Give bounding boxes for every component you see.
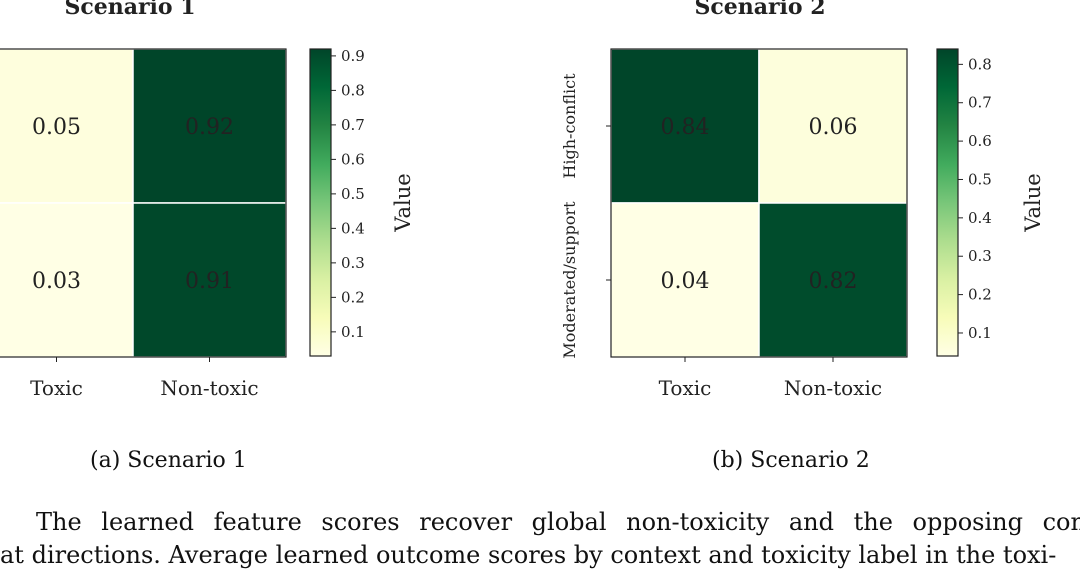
colorbar-1 xyxy=(309,48,332,357)
colorbar-tick-label-1-4: 0.5 xyxy=(341,185,365,203)
heatmap-frame-1 xyxy=(0,48,287,358)
x-tick-label-2-0: Toxic xyxy=(659,376,712,400)
body-text-line-1: The learned feature scores recover globa… xyxy=(36,508,1080,536)
heatmap-cell-2-r1-c1 xyxy=(758,202,908,358)
heatmap-cell-2-r0-c0 xyxy=(610,48,760,204)
y-tick-label-2-0: High-conflict xyxy=(560,73,579,179)
cell-label-2-r1-c1: 0.82 xyxy=(809,269,858,294)
y-tick-label-2-1: Moderated/support xyxy=(560,201,579,359)
x-tick-label-1-1: Non-toxic xyxy=(160,376,258,400)
colorbar-tick-label-1-0: 0.1 xyxy=(341,323,365,341)
heatmap-cell-1-r0-c0 xyxy=(0,48,134,204)
caption-a: (a) Scenario 1 xyxy=(90,448,247,473)
cell-label-2-r1-c0: 0.04 xyxy=(661,269,710,294)
colorbar-label-1: Value xyxy=(391,173,415,232)
chart-title-1: Scenario 1 xyxy=(64,0,195,20)
colorbar-tick-label-1-6: 0.7 xyxy=(341,116,365,134)
heatmap-frame-2 xyxy=(610,48,908,358)
cell-label-1-r0-c0: 0.05 xyxy=(32,115,81,140)
colorbar-tick-label-2-0: 0.1 xyxy=(968,324,992,342)
colorbar-tick-label-2-2: 0.3 xyxy=(968,247,992,265)
colorbar-tick-label-2-1: 0.2 xyxy=(968,286,992,304)
heatmap-cell-1-r1-c1 xyxy=(132,202,287,358)
caption-b: (b) Scenario 2 xyxy=(712,448,870,473)
heatmap-cell-1-r1-c0 xyxy=(0,202,134,358)
heatmap-cell-2-r1-c0 xyxy=(610,202,760,358)
x-tick-label-1-0: Toxic xyxy=(30,376,83,400)
cell-label-1-r1-c0: 0.03 xyxy=(32,269,81,294)
cell-label-2-r0-c0: 0.84 xyxy=(661,115,710,140)
colorbar-tick-label-2-7: 0.8 xyxy=(968,55,992,73)
colorbar-tick-label-1-1: 0.2 xyxy=(341,288,365,306)
heatmap-cell-1-r0-c1 xyxy=(132,48,287,204)
colorbar-tick-label-1-5: 0.6 xyxy=(341,150,365,168)
cell-label-2-r0-c1: 0.06 xyxy=(809,115,858,140)
colorbar-tick-label-1-7: 0.8 xyxy=(341,81,365,99)
colorbar-2 xyxy=(936,48,959,357)
cell-label-1-r1-c1: 0.91 xyxy=(185,269,234,294)
colorbar-label-2: Value xyxy=(1021,173,1045,232)
x-tick-label-2-1: Non-toxic xyxy=(784,376,882,400)
chart-title-2: Scenario 2 xyxy=(694,0,825,20)
cell-label-1-r0-c1: 0.92 xyxy=(185,115,234,140)
heatmap-figure: Scenario 1 0.05 0.92 0.03 0.91 Toxic Non-toxic… xyxy=(0,0,1045,400)
body-text-line-2: at directions. Average learned outcome s… xyxy=(0,541,1057,569)
colorbar-tick-label-1-2: 0.3 xyxy=(341,254,365,272)
colorbar-tick-label-1-8: 0.9 xyxy=(341,47,365,65)
colorbar-tick-label-2-3: 0.4 xyxy=(968,209,992,227)
colorbar-tick-label-2-4: 0.5 xyxy=(968,170,992,188)
colorbar-tick-label-1-3: 0.4 xyxy=(341,219,365,237)
colorbar-tick-label-2-6: 0.7 xyxy=(968,94,992,112)
colorbar-tick-label-2-5: 0.6 xyxy=(968,132,992,150)
